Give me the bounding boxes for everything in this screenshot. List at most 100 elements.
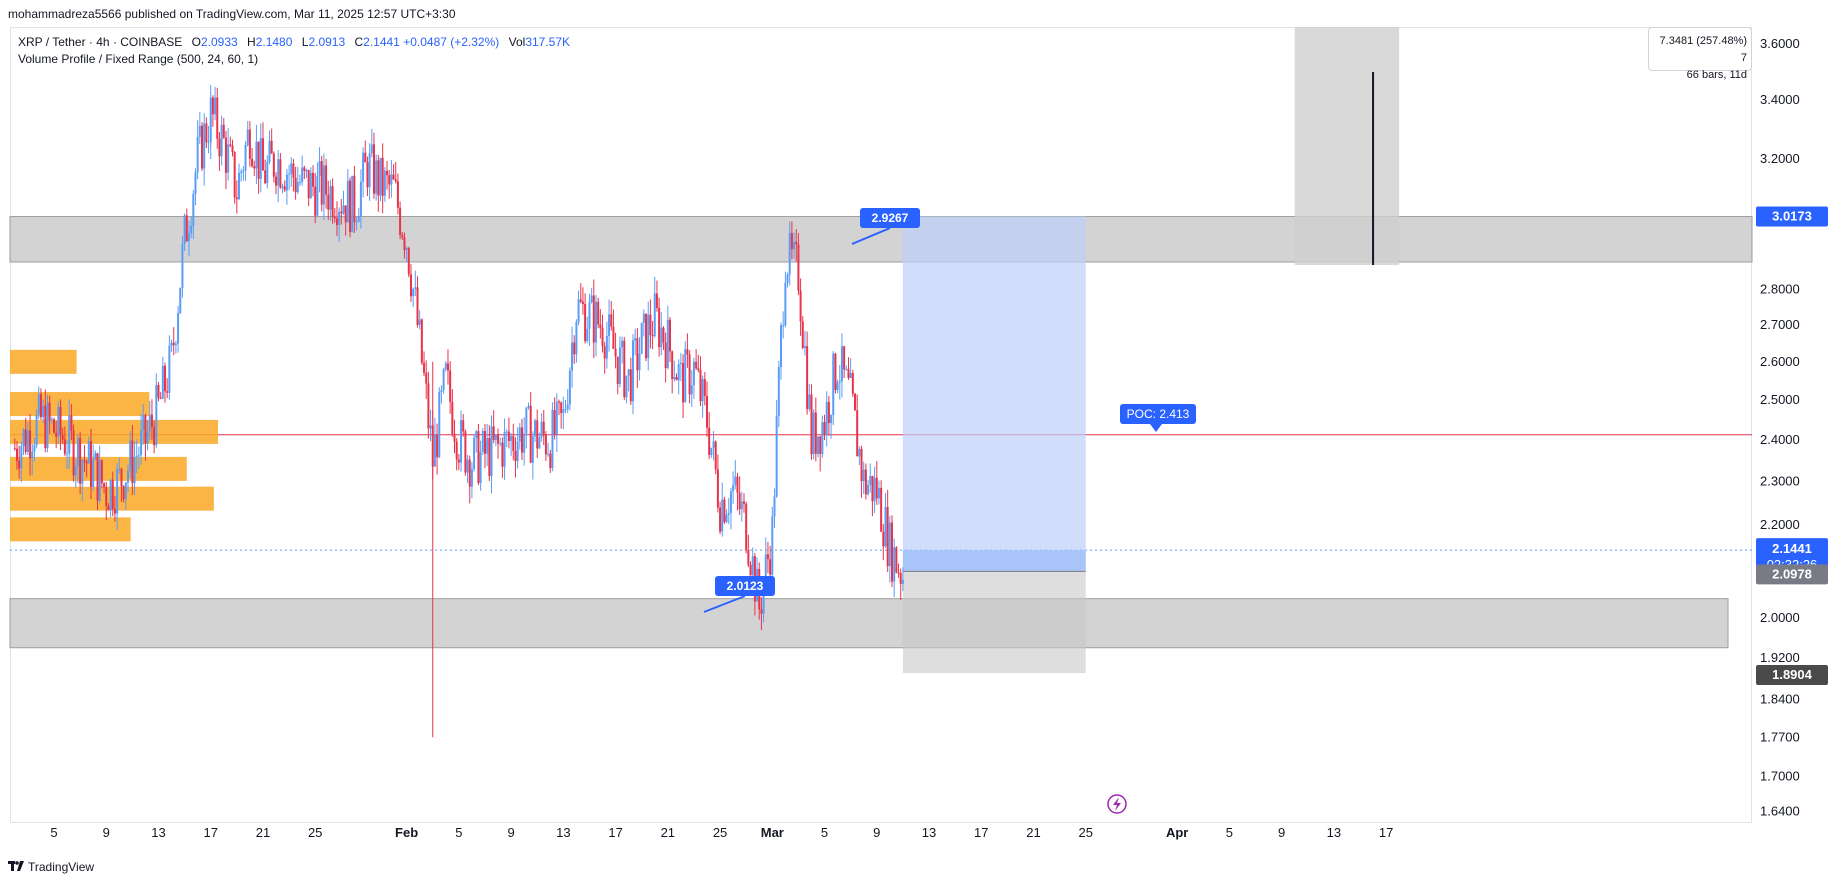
lightning-icon — [1107, 794, 1127, 814]
candle-body — [893, 547, 896, 582]
candle-body — [671, 351, 674, 379]
volume-profile-bar — [10, 419, 218, 444]
candle-body — [449, 370, 452, 402]
candle-body — [427, 383, 430, 429]
x-tick-label: 17 — [203, 825, 217, 840]
candle-body — [340, 211, 343, 214]
tradingview-logo-icon — [8, 861, 24, 871]
x-tick-label: 9 — [873, 825, 880, 840]
candle-body — [538, 437, 541, 449]
candle-body — [571, 342, 574, 371]
candle-body — [703, 379, 706, 396]
symbol-name[interactable]: XRP / Tether · 4h · COINBASE — [18, 35, 183, 49]
candle-body — [518, 427, 521, 442]
candle-body — [31, 451, 34, 459]
indicator-legend[interactable]: Volume Profile / Fixed Range (500, 24, 6… — [18, 52, 259, 66]
poc-callout-box — [1120, 404, 1196, 424]
candle-body — [542, 421, 545, 436]
candle-body — [557, 401, 560, 403]
candle-body — [207, 141, 210, 143]
candle-body — [801, 321, 804, 349]
candle-body — [584, 304, 587, 342]
candle-body — [618, 347, 621, 384]
candle-body — [688, 354, 691, 395]
candle-body — [651, 335, 654, 337]
zone-top-price-label-bg — [1756, 206, 1828, 227]
candle-body — [285, 174, 288, 191]
candle-body — [645, 313, 648, 359]
candle-body — [403, 237, 406, 250]
x-tick-label: 17 — [1379, 825, 1393, 840]
candle-body — [312, 172, 315, 187]
candle-body — [242, 170, 245, 172]
candle-body — [229, 144, 232, 146]
candlesticks — [13, 85, 904, 738]
candle-body — [830, 415, 833, 424]
candle-body — [838, 381, 841, 383]
candle-body — [481, 431, 484, 452]
candle-body — [623, 340, 626, 398]
candle-body — [264, 170, 267, 184]
candle-body — [305, 169, 308, 172]
candle-body — [307, 169, 310, 199]
candle-body — [251, 158, 254, 167]
candle-body — [520, 427, 523, 453]
candle-body — [525, 407, 528, 434]
candle-body — [166, 391, 169, 393]
position-target-area — [902, 216, 1086, 572]
candle-body — [721, 499, 724, 532]
open-value: 2.0933 — [200, 35, 238, 49]
candle-body — [377, 160, 380, 196]
x-tick-label: 13 — [151, 825, 165, 840]
candle-body — [83, 460, 86, 462]
candle-body — [135, 456, 138, 458]
candle-body — [438, 391, 441, 458]
candle-body — [22, 429, 25, 447]
support-zone — [9, 598, 1729, 649]
candle-body — [564, 408, 567, 410]
y-tick-label: 2.3000 — [1760, 474, 1800, 489]
candle-body — [631, 340, 634, 402]
candle-body — [529, 405, 532, 463]
candle-body — [383, 170, 386, 196]
candle-body — [72, 430, 75, 476]
candle-body — [845, 368, 848, 370]
candle-body — [224, 137, 227, 173]
footer[interactable]: TradingView — [8, 860, 94, 874]
candle-body — [647, 314, 650, 359]
candle-body — [423, 362, 426, 373]
candle-body — [372, 144, 375, 194]
candle-body — [666, 319, 669, 369]
candle-body — [603, 346, 606, 359]
upper-callout: 2.9267 — [851, 208, 920, 245]
candle-body — [714, 441, 717, 470]
candle-body — [303, 167, 306, 172]
candle-body — [899, 573, 902, 584]
candle-body — [113, 508, 116, 514]
symbol-legend[interactable]: XRP / Tether · 4h · COINBASE O2.0933 H2.… — [18, 35, 570, 49]
candle-body — [451, 401, 454, 434]
candle-body — [854, 393, 857, 411]
candle-body — [586, 328, 589, 342]
candle-body — [405, 247, 408, 250]
candle-body — [322, 165, 325, 205]
y-tick-label: 3.2000 — [1760, 151, 1800, 166]
candle-body — [153, 427, 156, 446]
entry-price-label: 2.0978 — [1756, 564, 1828, 585]
candle-body — [74, 466, 77, 476]
candle-body — [851, 373, 854, 394]
candle-body — [90, 441, 93, 487]
candle-body — [849, 373, 852, 379]
candle-body — [840, 346, 843, 382]
candle-body — [444, 363, 447, 370]
candle-body — [183, 215, 186, 245]
candle-body — [198, 125, 201, 137]
candle-body — [653, 293, 656, 337]
candle-body — [433, 434, 436, 467]
candle-body — [392, 174, 395, 180]
candle-body — [677, 364, 680, 381]
candle-body — [170, 342, 173, 346]
candle-body — [553, 410, 556, 435]
high-value: 2.1480 — [255, 35, 293, 49]
